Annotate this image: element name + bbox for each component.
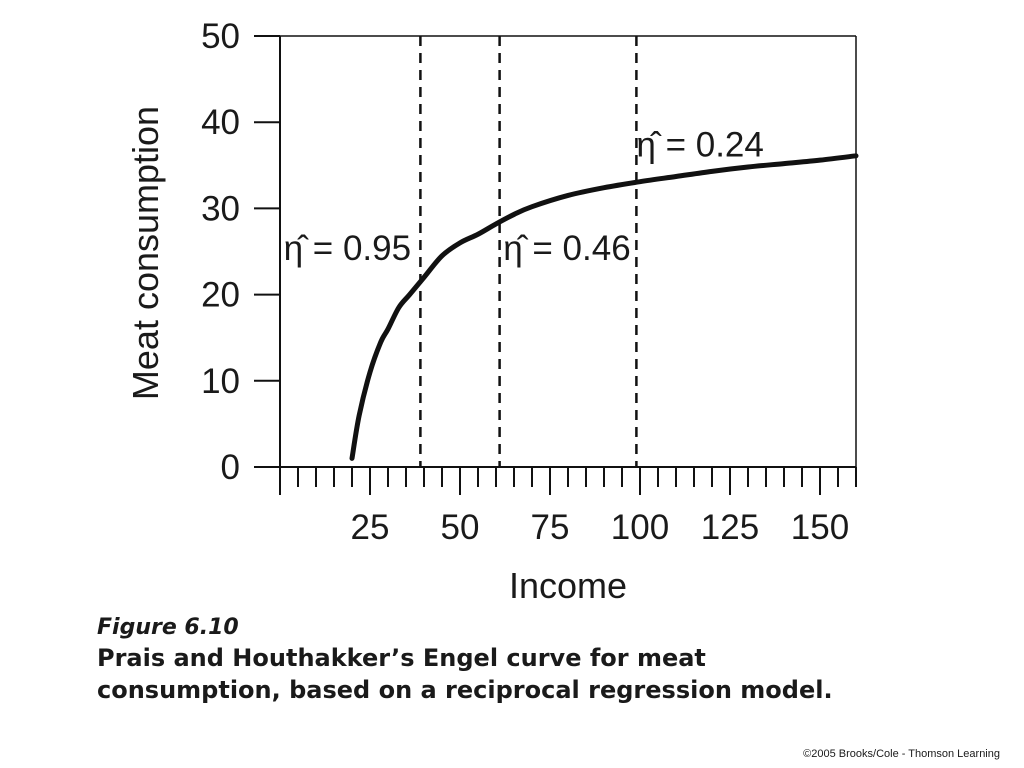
x-axis-title: Income [509,565,627,606]
figure-label: Figure 6.10 [97,615,239,640]
engel-curve-line [349,153,859,461]
x-tick-label: 25 [351,508,390,547]
figure-caption: Figure 6.10 Prais and Houthakker’s Engel… [97,614,997,706]
elasticity-annotation: η̂ = 0.95 [284,229,411,268]
elasticity-annotation: η̂ = 0.24 [636,126,763,165]
x-tick-label: 125 [701,508,759,547]
chart-axes [254,35,857,495]
x-tick-label: 75 [531,508,570,547]
reference-lines [419,36,638,467]
y-tick-label: 30 [201,189,240,228]
x-tick-label: 100 [611,508,669,547]
y-tick-label: 50 [201,17,240,56]
copyright-notice: ©2005 Brooks/Cole - Thomson Learning [803,748,1000,760]
y-axis-title: Meat consumption [125,106,166,400]
caption-line-1: Prais and Houthakker’s Engel curve for m… [97,644,706,672]
elasticity-annotations: η̂ = 0.95 η̂ = 0.46 η̂ = 0.24 [284,126,764,268]
elasticity-annotation: η̂ = 0.46 [503,229,630,268]
y-tick-label: 40 [201,103,240,142]
x-tick-label: 50 [441,508,480,547]
y-tick-label: 20 [201,276,240,315]
tick-labels: 0 10 20 30 40 50 25 50 75 100 125 150 [201,17,849,547]
y-tick-label: 10 [201,362,240,401]
x-tick-label: 150 [791,508,849,547]
caption-line-2: consumption, based on a reciprocal regre… [97,676,833,704]
y-tick-label: 0 [221,448,240,487]
